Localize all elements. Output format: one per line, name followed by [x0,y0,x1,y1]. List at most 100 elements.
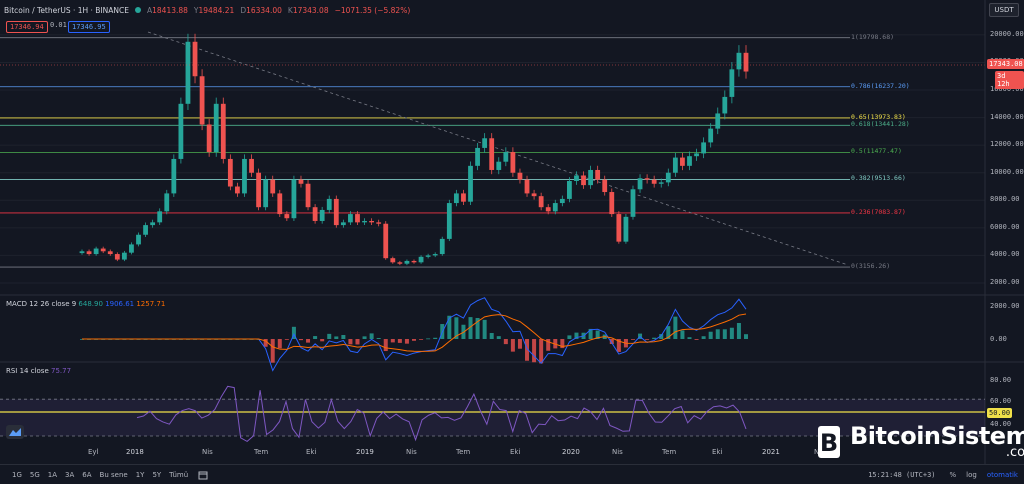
macd-histogram-bar [355,339,360,345]
macd-histogram-bar [284,339,289,340]
macd-histogram-bar [722,329,727,339]
macd-histogram-bar [687,337,692,339]
chart-canvas[interactable] [0,0,1024,464]
candle-body [319,209,325,221]
macd-line-value: 1906.61 [105,300,135,308]
macd-histogram-bar [397,339,402,343]
timeframe-button[interactable]: 6A [82,470,92,479]
macd-histogram-bar [468,317,473,339]
candle-body [418,256,424,263]
trend-line[interactable] [147,31,849,266]
macd-histogram-bar [433,337,438,339]
log-toggle[interactable]: log [966,470,977,479]
macd-histogram-bar [616,339,621,352]
rsi-level-tag: 50.00 [987,408,1013,418]
macd-histogram-bar [270,339,275,363]
time-tick: 2018 [126,448,144,456]
macd-histogram-bar [419,339,424,340]
timeframe-button[interactable]: Tümü [169,470,189,479]
tradingview-logo-icon[interactable] [6,425,24,439]
clock[interactable]: 15:21:48 (UTC+3) [868,470,936,479]
macd-histogram-bar [263,339,268,347]
close-value: 17343.08 [292,5,329,15]
macd-hist-value: 648.90 [78,300,103,308]
macd-histogram-bar [630,339,635,340]
fib-level-label: 0.5(11477.47) [851,147,902,156]
fib-level-label: 0.65(13973.83) [851,112,906,121]
timeframe-button[interactable]: 1A [47,470,58,479]
watermark-brand: BitcoinSistemi [850,421,1024,450]
candle-body [376,222,382,224]
macd-histogram-bar [701,336,706,339]
candle-body [425,255,431,257]
low-label: D [240,5,247,15]
calendar-icon[interactable] [198,470,208,480]
percent-toggle[interactable]: % [949,470,957,479]
market-status-icon [134,7,141,13]
candle-body [581,175,586,186]
candle-body [291,179,297,219]
candle-body [340,222,346,226]
candle-body [220,103,226,159]
macd-histogram-bar [327,333,332,339]
macd-histogram-bar [313,336,318,339]
macd-histogram-bar [645,339,650,340]
candle-body [496,161,502,170]
macd-histogram-bar [574,332,579,339]
price-tick: 6000.00 [990,222,1020,231]
spread-value: 0.01 [50,21,67,29]
timeframe-button[interactable]: 5Y [152,470,162,479]
time-tick: Nis [612,448,623,456]
currency-unit-button[interactable]: USDT [989,3,1019,17]
macd-histogram-bar [496,336,501,339]
time-tick: Tem [254,448,269,456]
macd-histogram-bar [277,339,282,349]
sell-button[interactable]: 17346.94 [6,21,48,33]
macd-histogram-bar [666,326,671,339]
macd-histogram-bar [412,339,416,341]
last-price-tag: 17343.08 [987,59,1024,69]
timeframe-button[interactable]: 1G [12,470,22,479]
timeframe-button[interactable]: 5G [29,470,40,479]
timeframe-button[interactable]: Bu sene [99,470,128,479]
candle-body [227,158,233,187]
low-value: 16334.00 [246,5,282,15]
candle-body [107,251,113,255]
timeframe-button[interactable]: 1Y [135,470,145,479]
candle-body [461,193,466,202]
high-value: 19484.21 [198,5,235,15]
auto-toggle[interactable]: otomatik [986,470,1018,479]
buy-button[interactable]: 17346.95 [68,21,110,33]
candle-body [630,189,636,217]
macd-histogram-bar [560,339,565,349]
price-tick: 16000.00 [990,85,1024,94]
candle-body [588,169,593,186]
macd-tick-0: 0.00 [990,335,1007,343]
time-tick: 2020 [562,448,580,456]
candle-body [715,113,721,129]
timeframe-button[interactable]: 3A [65,470,75,479]
bitcoin-logo-icon: B [818,426,840,458]
macd-histogram-bar [298,339,303,341]
change-value: −1071.35 (−5.82%) [334,5,411,15]
candle-body [369,220,375,223]
candle-body [206,124,212,153]
candle-body [453,193,459,204]
time-tick: 2021 [762,448,780,456]
macd-histogram-bar [652,337,657,339]
rsi-tick-80: 80.00 [990,376,1012,384]
candle-body [475,147,480,166]
candle-body [164,193,170,212]
symbol-title[interactable]: Bitcoin / TetherUS · 1H · BINANCE [4,5,129,15]
macd-histogram-bar [503,339,508,345]
candle-body [362,220,367,223]
macd-histogram-bar [362,336,367,339]
rsi-title: RSI 14 close [6,367,49,375]
candle-body [411,260,417,263]
candle-body [263,179,269,208]
candle-body [545,207,551,212]
macd-histogram-bar [659,334,664,339]
candle-body [687,156,692,166]
rsi-line [136,385,747,442]
